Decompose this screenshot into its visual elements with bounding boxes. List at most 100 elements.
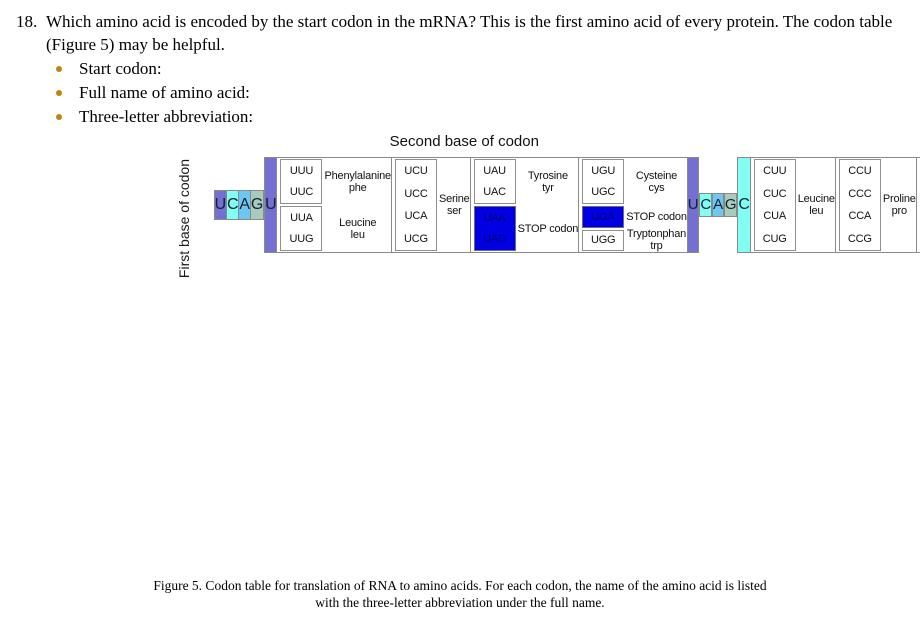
codon-group: UUA UUG Leucine leu: [277, 205, 391, 252]
codon: UCC: [404, 187, 428, 200]
amino-acid-abbr: trp: [650, 240, 662, 252]
codon-group: CCU CCC CCA CCG Proline pro: [836, 158, 916, 252]
amino-acid-abbr-text: cys: [648, 181, 665, 194]
amino-acid-label: STOP codon: [518, 205, 579, 252]
amino-acid-abbr-text: leu: [350, 228, 365, 241]
codon: UGC: [591, 186, 616, 199]
second-base-header: A: [238, 190, 251, 220]
amino-acid-name: Proline: [882, 193, 916, 205]
codon: CUC: [763, 187, 787, 200]
codon-box: UUA UUG: [280, 206, 323, 251]
amino-acid-label: Proline pro: [883, 158, 916, 252]
amino-acid-abbr: pro: [892, 205, 908, 217]
amino-acid-abbr-text: trp: [650, 240, 663, 253]
codon-box: UGG: [582, 229, 625, 251]
list-item: Start codon:: [56, 57, 253, 81]
second-base-header: C: [226, 190, 240, 220]
codon-box: UAU UAC: [473, 159, 516, 204]
amino-acid-abbr-text: leu: [809, 205, 824, 217]
first-base-axis: First base of codon: [168, 133, 199, 281]
stop-codon-box: UGA: [582, 206, 625, 228]
question-text: Which amino acid is encoded by the start…: [46, 12, 893, 54]
question-block: 18. Which amino acid is encoded by the s…: [16, 10, 900, 56]
question-bullet-list: Start codon: Full name of amino acid: Th…: [56, 57, 253, 129]
codon: UUA: [290, 211, 313, 224]
amino-acid-name: Phenylalanine: [324, 169, 391, 182]
codon: UCU: [404, 165, 428, 178]
table-row: C: [699, 192, 713, 218]
second-base-axis-label: Second base of codon: [389, 133, 539, 150]
table-row: C CUU CUC CUA CUG Leucine leu CCU CCC CCA CCG Proli…: [737, 157, 920, 253]
codon-group: UAU UAC Tyrosine tyr: [471, 158, 579, 205]
codon: UGU: [591, 164, 616, 177]
list-item: Full name of amino acid:: [56, 81, 253, 105]
codon-cell: CUU CUC CUA CUG Leucine leu: [749, 157, 836, 253]
codon: CCG: [847, 232, 872, 245]
bullet-icon: [56, 66, 62, 72]
figure-caption-text: Figure 5. Codon table for translation of…: [153, 578, 767, 610]
first-base-axis-label: First base of codon: [175, 159, 192, 279]
amino-acid-abbr: ser: [447, 205, 462, 217]
codon: CCC: [848, 187, 872, 200]
stop-codon-box: UAA UAG: [473, 206, 516, 251]
amino-acid-label: Serine ser: [439, 158, 470, 252]
codon-figure: First base of codon Second base of codon…: [168, 133, 920, 281]
codon: CUA: [763, 210, 787, 223]
codon-group: UGU UGC Cysteine cys: [579, 158, 687, 205]
amino-acid-name: STOP codon: [626, 210, 687, 223]
codon-box: CCU CCC CCA CCG: [838, 159, 881, 251]
codon-cell-content: CCU CCC CCA CCG Proline pro: [836, 158, 916, 252]
codon-box: UGU UGC: [582, 159, 625, 204]
codon: UAU: [483, 164, 506, 177]
amino-acid-name: Serine: [438, 193, 470, 205]
codon: CCA: [848, 210, 872, 223]
first-base-header: C: [737, 157, 751, 253]
bullet-icon: [56, 114, 62, 120]
codon-cell-content: UAU UAC Tyrosine tyr UAA UAG STOP codon: [471, 158, 579, 252]
codon: UUC: [289, 186, 314, 199]
amino-acid-abbr: tyr: [542, 182, 554, 194]
amino-acid-abbr: leu: [809, 205, 823, 217]
codon-cell: UUU UUC Phenylalanine phe UUA UUG Leucine leu: [276, 157, 392, 253]
codon: UGA: [591, 210, 615, 223]
amino-acid-name: Tyrosine: [527, 169, 568, 182]
amino-acid-abbr-text: phe: [348, 181, 367, 194]
amino-acid-name: Leucine: [339, 216, 377, 229]
amino-acid-label: STOP codon: [626, 205, 687, 229]
bullet-label: Start codon:: [79, 59, 162, 78]
table-row: U UUU UUC Phenylalanine phe UUA UUG Leucine leu U…: [264, 157, 700, 253]
amino-acid-label: Phenylalanine phe: [324, 158, 391, 205]
codon-cell-content: CUU CUC CUA CUG Leucine leu: [751, 158, 835, 252]
table-center-column: Second base of codon U C A G U UUU UUC Phenylal…: [199, 133, 920, 281]
codon-table: U C A G U UUU UUC Phenylalanine phe UUA UUG Leucine…: [199, 157, 920, 253]
bullet-label: Three-letter abbreviation:: [79, 107, 254, 126]
codon: CUG: [762, 232, 787, 245]
codon-cell: UCU UCC UCA UCG Serine ser: [390, 157, 471, 253]
third-base-cell: C: [699, 192, 713, 218]
second-base-header: G: [249, 190, 265, 220]
second-base-header: U: [213, 190, 228, 220]
codon-cell: CCU CCC CCA CCG Proline pro: [834, 157, 917, 253]
codon: UAC: [483, 186, 506, 199]
codon-group: UAA UAG STOP codon: [471, 205, 579, 252]
amino-acid-label: Tryptonphan trp: [626, 228, 687, 252]
third-base-cell: G: [723, 192, 738, 218]
codon: CCU: [848, 165, 872, 178]
codon: UUU: [289, 164, 314, 177]
codon-cell: UAU UAC Tyrosine tyr UAA UAG STOP codon: [469, 157, 580, 253]
list-item: Three-letter abbreviation:: [56, 105, 253, 129]
bullet-label: Full name of amino acid:: [79, 83, 250, 102]
amino-acid-abbr: leu: [351, 229, 365, 241]
amino-acid-name: Cysteine: [635, 169, 678, 182]
codon-box: UCU UCC UCA UCG: [394, 159, 437, 251]
amino-acid-abbr: cys: [649, 182, 665, 194]
codon: UCA: [404, 210, 428, 223]
codon: CUU: [763, 165, 787, 178]
amino-acid-label: Leucine leu: [798, 158, 835, 252]
codon: UAG: [482, 233, 507, 246]
codon-group: CUU CUC CUA CUG Leucine leu: [751, 158, 835, 252]
third-base-cell: U: [686, 157, 700, 253]
codon-cell: UGU UGC Cysteine cys UGA STOP codon UGG Trypton…: [578, 157, 688, 253]
codon: UCG: [404, 232, 428, 245]
